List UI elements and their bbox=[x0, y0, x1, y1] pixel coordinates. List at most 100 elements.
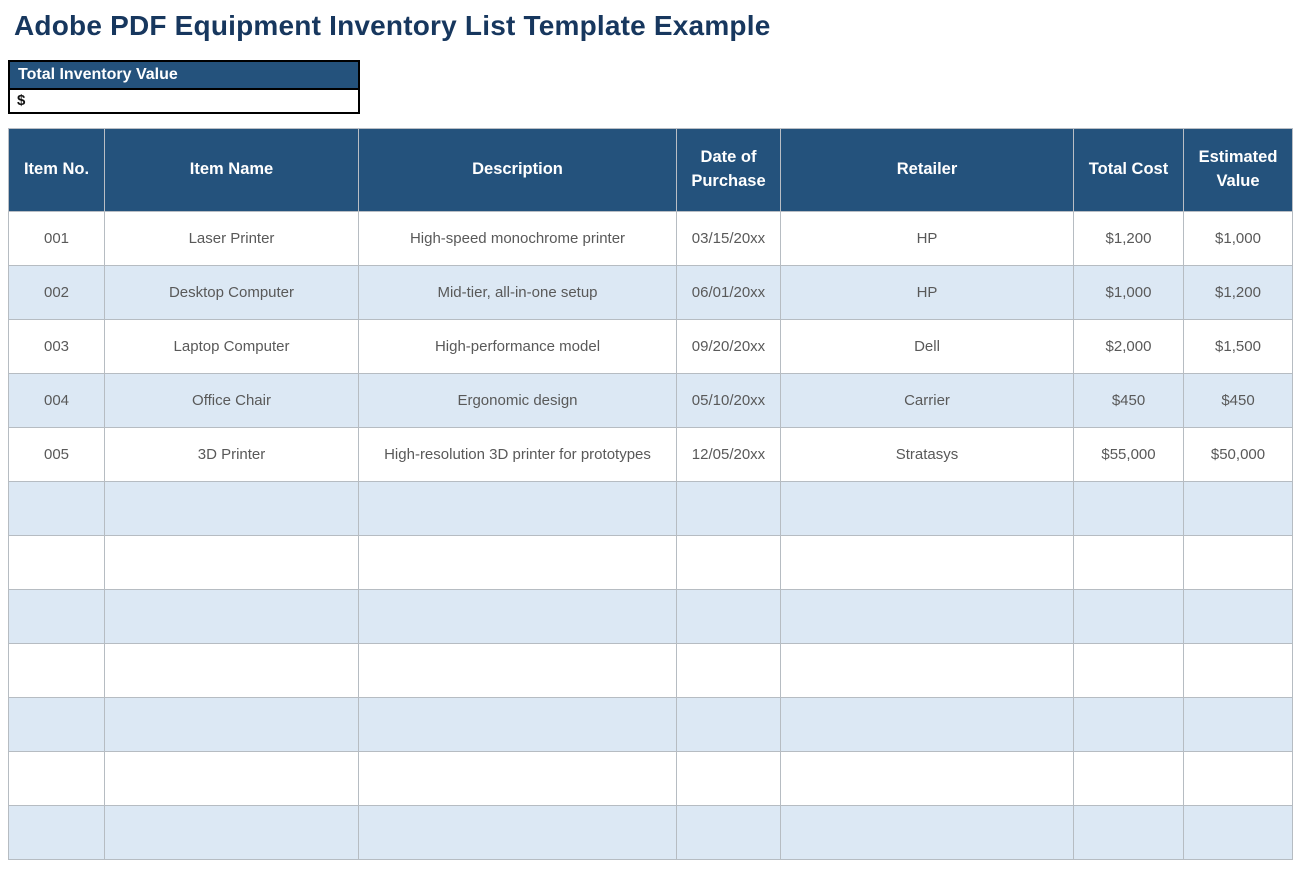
table-cell[interactable]: 003 bbox=[8, 319, 105, 374]
table-cell[interactable] bbox=[1073, 643, 1184, 698]
table-cell[interactable] bbox=[780, 751, 1074, 806]
table-cell[interactable] bbox=[1183, 535, 1293, 590]
table-cell[interactable] bbox=[780, 481, 1074, 536]
table-cell[interactable]: 004 bbox=[8, 373, 105, 428]
header-cell: Item Name bbox=[104, 128, 359, 212]
table-cell[interactable]: $450 bbox=[1073, 373, 1184, 428]
table-cell[interactable] bbox=[1183, 697, 1293, 752]
table-cell[interactable] bbox=[1073, 535, 1184, 590]
total-inventory-value-field[interactable]: $ bbox=[8, 90, 360, 114]
table-cell[interactable]: Carrier bbox=[780, 373, 1074, 428]
table-cell[interactable] bbox=[780, 589, 1074, 644]
table-row bbox=[8, 697, 1293, 752]
table-cell[interactable]: 002 bbox=[8, 265, 105, 320]
table-cell[interactable]: $1,200 bbox=[1183, 265, 1293, 320]
table-row bbox=[8, 589, 1293, 644]
table-cell[interactable] bbox=[676, 805, 781, 860]
table-cell[interactable]: High-performance model bbox=[358, 319, 677, 374]
table-cell[interactable]: 05/10/20xx bbox=[676, 373, 781, 428]
table-cell[interactable]: $1,500 bbox=[1183, 319, 1293, 374]
table-cell[interactable] bbox=[780, 805, 1074, 860]
table-cell[interactable]: 005 bbox=[8, 427, 105, 482]
table-cell[interactable] bbox=[1183, 751, 1293, 806]
header-cell: Item No. bbox=[8, 128, 105, 212]
table-cell[interactable]: Laser Printer bbox=[104, 211, 359, 266]
table-cell[interactable] bbox=[676, 535, 781, 590]
table-row bbox=[8, 481, 1293, 536]
table-cell[interactable] bbox=[780, 697, 1074, 752]
table-cell[interactable]: Ergonomic design bbox=[358, 373, 677, 428]
table-cell[interactable]: $55,000 bbox=[1073, 427, 1184, 482]
table-cell[interactable] bbox=[104, 535, 359, 590]
table-cell[interactable] bbox=[358, 805, 677, 860]
table-cell[interactable] bbox=[8, 805, 105, 860]
table-cell[interactable]: 3D Printer bbox=[104, 427, 359, 482]
table-cell[interactable]: High-resolution 3D printer for prototype… bbox=[358, 427, 677, 482]
table-cell[interactable]: HP bbox=[780, 211, 1074, 266]
table-cell[interactable]: 03/15/20xx bbox=[676, 211, 781, 266]
table-cell[interactable] bbox=[676, 697, 781, 752]
table-cell[interactable] bbox=[104, 697, 359, 752]
table-cell[interactable] bbox=[780, 535, 1074, 590]
table-cell[interactable]: Dell bbox=[780, 319, 1074, 374]
table-row: 001 Laser Printer High-speed monochrome pr… bbox=[8, 211, 1293, 266]
table-cell[interactable]: 06/01/20xx bbox=[676, 265, 781, 320]
table-cell[interactable]: 12/05/20xx bbox=[676, 427, 781, 482]
table-cell[interactable]: $50,000 bbox=[1183, 427, 1293, 482]
table-row: 003 Laptop Computer High-performance model… bbox=[8, 319, 1293, 374]
table-cell[interactable]: Laptop Computer bbox=[104, 319, 359, 374]
table-cell[interactable]: Office Chair bbox=[104, 373, 359, 428]
table-row: 004 Office Chair Ergonomic design 05/10/20x… bbox=[8, 373, 1293, 428]
table-cell[interactable] bbox=[8, 589, 105, 644]
table-cell[interactable] bbox=[104, 805, 359, 860]
table-cell[interactable] bbox=[1073, 589, 1184, 644]
table-cell[interactable] bbox=[358, 751, 677, 806]
table-cell[interactable] bbox=[1183, 589, 1293, 644]
table-header-row: Item No. Item Name Description Date of Purc… bbox=[8, 128, 1293, 212]
table-cell[interactable]: High-speed monochrome printer bbox=[358, 211, 677, 266]
table-cell[interactable] bbox=[8, 751, 105, 806]
table-cell[interactable] bbox=[8, 535, 105, 590]
table-cell[interactable] bbox=[104, 589, 359, 644]
table-cell[interactable] bbox=[1073, 697, 1184, 752]
table-cell[interactable] bbox=[1073, 481, 1184, 536]
table-cell[interactable]: HP bbox=[780, 265, 1074, 320]
table-cell[interactable] bbox=[780, 643, 1074, 698]
table-cell[interactable] bbox=[676, 751, 781, 806]
table-cell[interactable] bbox=[1183, 805, 1293, 860]
table-cell[interactable] bbox=[8, 643, 105, 698]
table-cell[interactable]: Stratasys bbox=[780, 427, 1074, 482]
table-cell[interactable]: 09/20/20xx bbox=[676, 319, 781, 374]
table-cell[interactable] bbox=[676, 643, 781, 698]
table-cell[interactable]: Mid-tier, all-in-one setup bbox=[358, 265, 677, 320]
table-cell[interactable] bbox=[1073, 805, 1184, 860]
table-cell[interactable] bbox=[1073, 751, 1184, 806]
table-cell[interactable] bbox=[676, 481, 781, 536]
table-row bbox=[8, 535, 1293, 590]
table-row: 002 Desktop Computer Mid-tier, all-in-one … bbox=[8, 265, 1293, 320]
inventory-table-head: Item No. Item Name Description Date of Purc… bbox=[8, 128, 1293, 212]
table-cell[interactable] bbox=[104, 643, 359, 698]
table-cell[interactable]: Desktop Computer bbox=[104, 265, 359, 320]
table-cell[interactable]: $1,200 bbox=[1073, 211, 1184, 266]
table-row: 005 3D Printer High-resolution 3D printer … bbox=[8, 427, 1293, 482]
table-cell[interactable] bbox=[358, 535, 677, 590]
table-cell[interactable] bbox=[104, 481, 359, 536]
table-cell[interactable] bbox=[358, 697, 677, 752]
table-cell[interactable] bbox=[8, 481, 105, 536]
table-cell[interactable] bbox=[1183, 643, 1293, 698]
table-cell[interactable]: 001 bbox=[8, 211, 105, 266]
table-cell[interactable] bbox=[358, 643, 677, 698]
header-cell: Total Cost bbox=[1073, 128, 1184, 212]
table-cell[interactable]: $1,000 bbox=[1183, 211, 1293, 266]
table-cell[interactable] bbox=[1183, 481, 1293, 536]
table-cell[interactable] bbox=[676, 589, 781, 644]
table-cell[interactable] bbox=[358, 589, 677, 644]
table-cell[interactable] bbox=[104, 751, 359, 806]
table-cell[interactable] bbox=[8, 697, 105, 752]
table-row bbox=[8, 751, 1293, 806]
table-cell[interactable]: $2,000 bbox=[1073, 319, 1184, 374]
table-cell[interactable]: $450 bbox=[1183, 373, 1293, 428]
table-cell[interactable] bbox=[358, 481, 677, 536]
table-cell[interactable]: $1,000 bbox=[1073, 265, 1184, 320]
